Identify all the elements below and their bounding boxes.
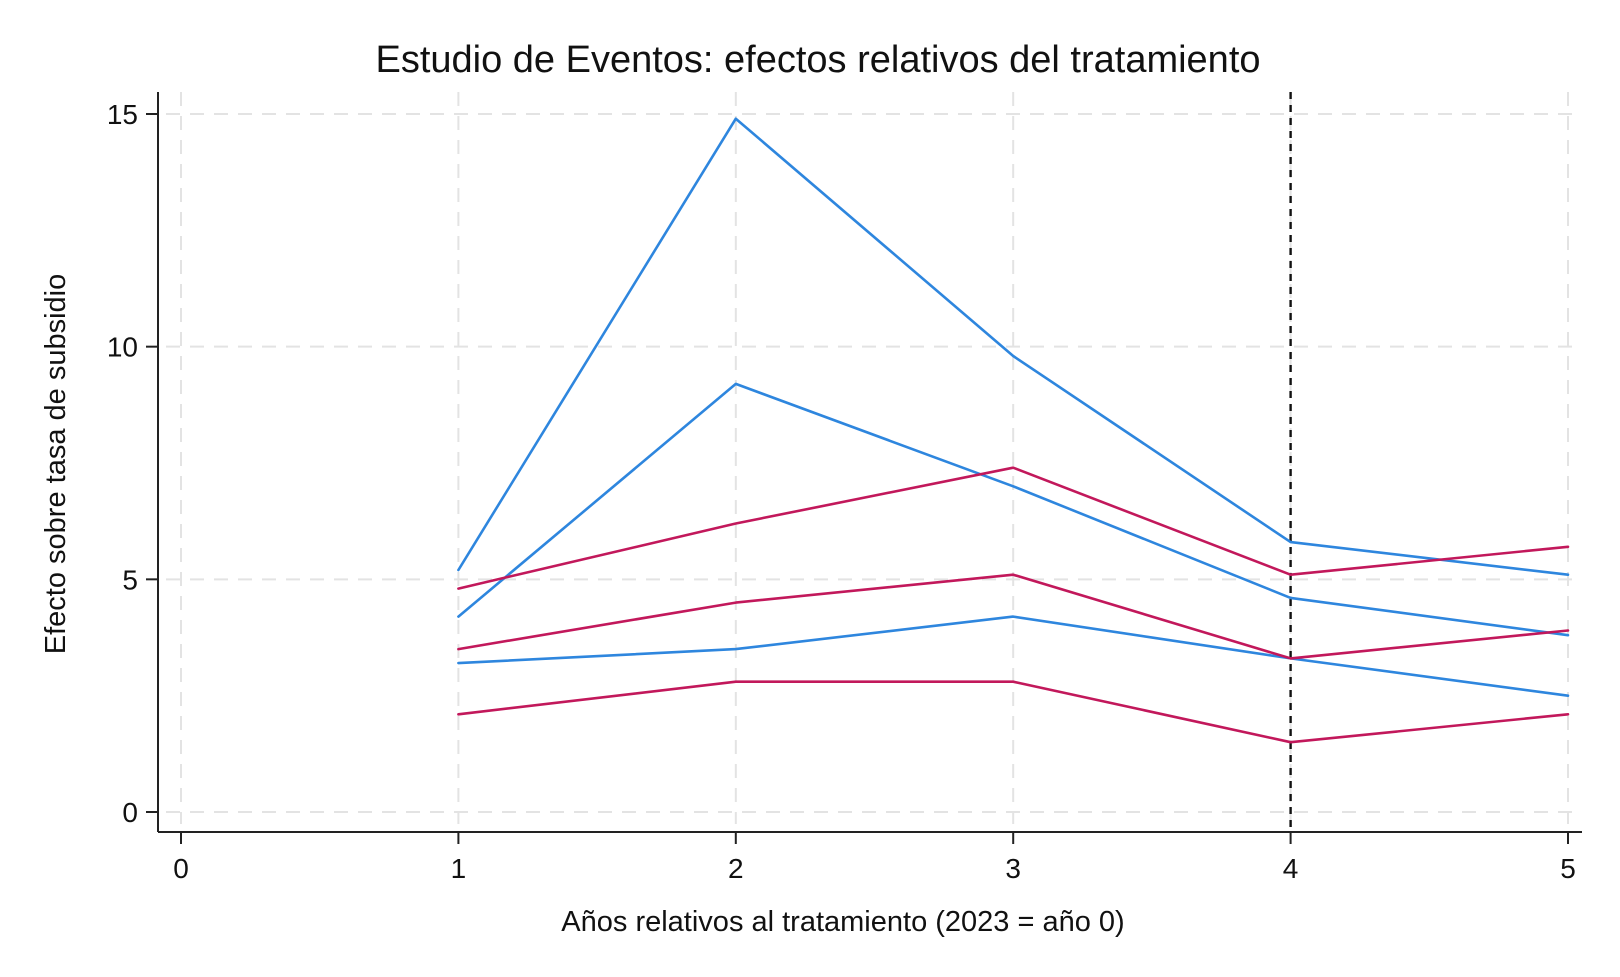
series-line-4 (457, 466, 1570, 590)
x-tick-label-2: 2 (728, 853, 744, 884)
chart-title: Estudio de Eventos: efectos relativos de… (375, 39, 1260, 81)
series-line-6 (457, 680, 1570, 744)
series-line-3 (457, 615, 1570, 698)
y-axis-label: Efecto sobre tasa de subsidio (40, 274, 72, 654)
x-tick-label-1: 1 (451, 853, 467, 884)
y-tick-label-0: 0 (122, 797, 138, 828)
x-axis-label: Años relativos al tratamiento (2023 = añ… (561, 906, 1124, 938)
x-tick-label-4: 4 (1283, 853, 1299, 884)
series-line-5 (457, 573, 1570, 660)
y-tick-label-5: 5 (122, 564, 138, 595)
tick-labels: 0 1 2 3 4 5 0 5 10 15 (107, 99, 1576, 884)
series-line-2 (457, 382, 1570, 637)
y-tick-label-15: 15 (107, 99, 138, 130)
y-tick-label-10: 10 (107, 332, 138, 363)
x-tick-label-3: 3 (1005, 853, 1021, 884)
x-tick-label-0: 0 (173, 853, 189, 884)
grid-lines (166, 92, 1582, 824)
axes (146, 92, 1582, 844)
series-group (457, 117, 1570, 744)
x-tick-label-5: 5 (1560, 853, 1576, 884)
series-line-1 (457, 117, 1570, 577)
